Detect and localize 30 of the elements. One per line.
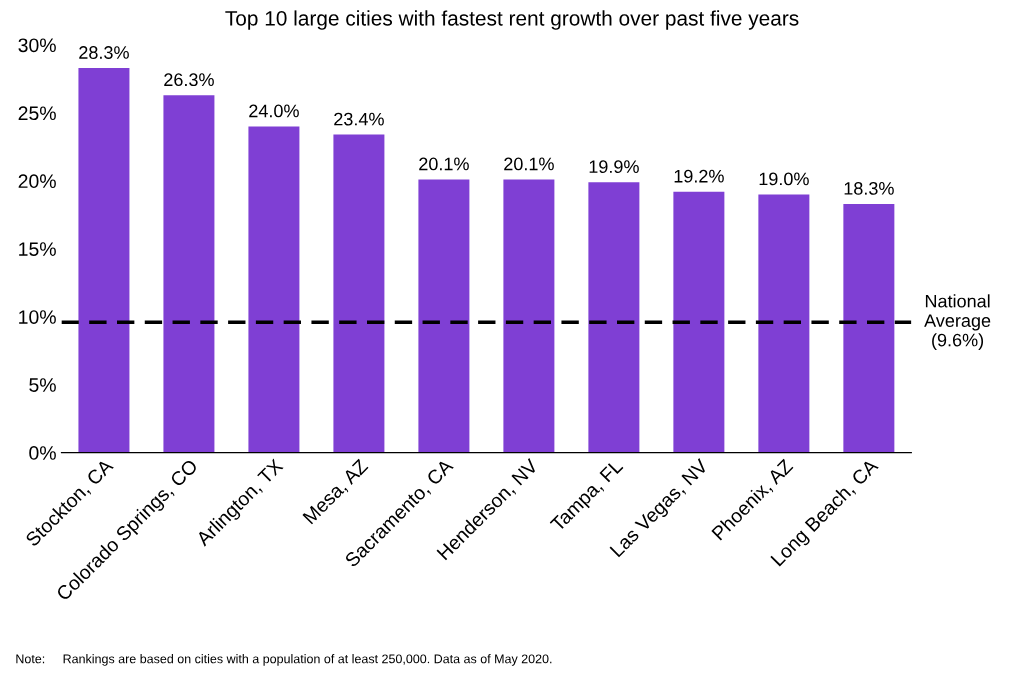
bar (588, 182, 640, 453)
y-tick-label: 30% (18, 38, 56, 53)
bar (843, 203, 895, 453)
bar (758, 194, 810, 453)
bar (673, 191, 725, 453)
y-tick-label: 10% (19, 310, 56, 324)
data-label: 18.3% (844, 182, 894, 195)
bar (163, 95, 215, 453)
data-label: 19.9% (589, 160, 639, 174)
bar (418, 179, 470, 453)
y-tick-label: 25% (18, 106, 56, 121)
bar (503, 179, 555, 453)
data-label: 23.4% (334, 112, 384, 126)
data-label: 20.1% (504, 157, 554, 171)
chart-title: Top 10 large cities with fastest rent growth over past five years (225, 10, 799, 30)
ref-line-label: National Average (9.6%) (924, 294, 991, 350)
data-label: 19.0% (759, 172, 809, 186)
bar (248, 126, 300, 453)
data-label: 26.3% (164, 73, 214, 87)
y-tick-label: 20% (18, 174, 56, 189)
data-label: 28.3% (79, 46, 129, 59)
text: Note: Rankings are based on cities with a population of at least 250,000. Data as of May 2020. (16, 654, 552, 666)
y-tick-label: 15% (19, 242, 56, 256)
y-tick-label: 5% (29, 378, 56, 392)
data-label: 24.0% (249, 104, 299, 118)
y-tick-label: 0% (29, 446, 56, 460)
bar (333, 134, 385, 453)
bar (78, 68, 130, 453)
data-label: 19.2% (674, 169, 724, 183)
data-label: 20.1% (419, 157, 469, 171)
